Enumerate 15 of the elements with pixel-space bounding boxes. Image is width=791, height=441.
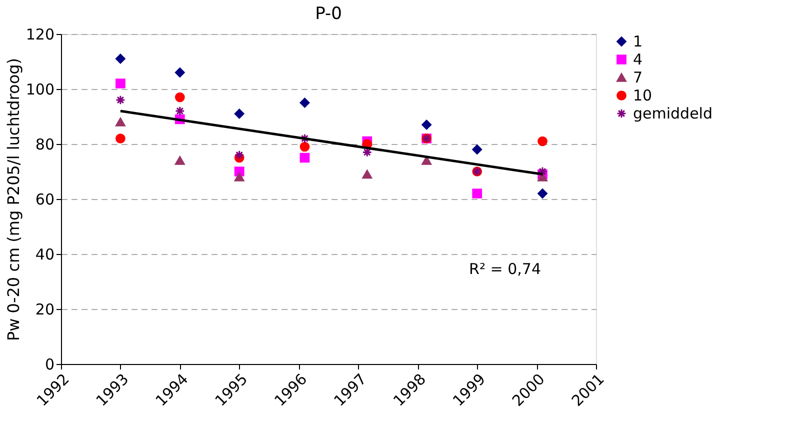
legend-label: 7: [633, 68, 643, 86]
y-tick-label: 100: [26, 80, 54, 98]
annotation: R² = 0,74: [469, 260, 541, 278]
legend-label: 4: [633, 50, 643, 68]
y-tick-label: 40: [35, 246, 54, 264]
y-axis-title: Pw 0-20 cm (mg P205/l luchtdroog): [4, 58, 23, 342]
y-tick-label: 60: [35, 190, 54, 208]
y-tick-label: 80: [35, 136, 54, 154]
legend-label: gemiddeld: [633, 104, 712, 122]
chart-title: P-0: [315, 4, 342, 24]
y-tick-label: 0: [44, 356, 54, 374]
legend-label: 1: [633, 32, 643, 50]
legend-label: 10: [633, 86, 652, 104]
y-tick-label: 20: [35, 300, 54, 318]
y-tick-label: 120: [26, 26, 54, 44]
